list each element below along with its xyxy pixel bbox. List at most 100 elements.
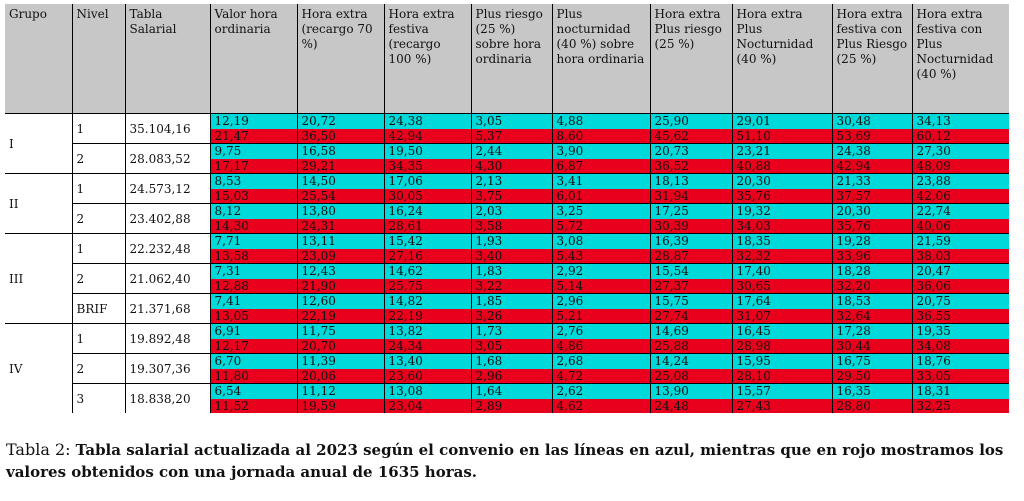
value-cell: 13,11 xyxy=(297,233,385,249)
value-cell: 3,26 xyxy=(471,309,553,324)
group-cell: IV xyxy=(5,323,73,413)
value-cell: 17,06 xyxy=(384,173,472,189)
value-cell: 2,68 xyxy=(552,353,651,369)
value-cell: 11,12 xyxy=(297,383,385,399)
value-cell: 16,45 xyxy=(732,323,833,339)
value-cell: 38,03 xyxy=(912,249,1009,264)
value-cell: 7,31 xyxy=(210,263,298,279)
value-cell: 23,09 xyxy=(297,249,385,264)
value-cell: 40,88 xyxy=(732,159,833,174)
value-cell: 2,96 xyxy=(552,293,651,309)
value-cell: 60,12 xyxy=(912,129,1009,144)
value-cell: 3,22 xyxy=(471,279,553,294)
value-cell: 42,94 xyxy=(832,159,913,174)
table-row-blue: II 1 24.573,12 8,53 14,50 17,06 2,13 3,41 18,13 2… xyxy=(5,173,1009,234)
value-cell: 34,35 xyxy=(384,159,472,174)
value-cell: 34,08 xyxy=(912,339,1009,354)
value-cell: 23,88 xyxy=(912,173,1009,189)
value-cell: 4,88 xyxy=(552,113,651,129)
value-cell: 15,03 xyxy=(210,189,298,204)
value-cell: 19,32 xyxy=(732,203,833,219)
value-cell: 24,38 xyxy=(384,113,472,129)
value-cell: 4,86 xyxy=(552,339,651,354)
value-cell: 8,60 xyxy=(552,129,651,144)
table-row-blue: 3 18.838,20 6,54 11,12 13,08 1,64 2,62 13,90 15,… xyxy=(5,383,1009,413)
value-cell: 30,39 xyxy=(650,219,733,234)
caption-text: Tabla salarial actualizada al 2023 según… xyxy=(6,441,1004,481)
value-cell: 15,57 xyxy=(732,383,833,399)
value-cell: 32,32 xyxy=(732,249,833,264)
value-cell: 36,06 xyxy=(912,279,1009,294)
value-cell: 16,39 xyxy=(650,233,733,249)
group-cell: I xyxy=(5,113,73,174)
value-cell: 2,96 xyxy=(471,369,553,384)
level-cell: 2 xyxy=(72,143,126,174)
value-cell: 29,21 xyxy=(297,159,385,174)
value-cell: 23,21 xyxy=(732,143,833,159)
table-row-blue: 2 19.307,36 6,70 11,39 13,40 1,68 2,68 14,24 15,… xyxy=(5,353,1009,384)
value-cell: 17,64 xyxy=(732,293,833,309)
value-cell: 37,57 xyxy=(832,189,913,204)
caption-label: Tabla 2: xyxy=(6,440,71,459)
value-cell: 28,80 xyxy=(832,399,913,413)
table-row-red: 13,58 23,09 27,16 3,40 5,43 28,87 32,32 33,96 38… xyxy=(5,249,1009,264)
value-cell: 14,50 xyxy=(297,173,385,189)
column-header: Grupo xyxy=(5,4,73,114)
value-cell: 14,82 xyxy=(384,293,472,309)
value-cell: 18,76 xyxy=(912,353,1009,369)
column-header: Hora extra festiva con Plus Nocturnidad … xyxy=(912,4,1009,114)
value-cell: 9,75 xyxy=(210,143,298,159)
value-cell: 11,39 xyxy=(297,353,385,369)
value-cell: 12,19 xyxy=(210,113,298,129)
table-row-blue: IV 1 19.892,48 6,91 11,75 13,82 1,73 2,76 14,69 1… xyxy=(5,323,1009,413)
value-cell: 16,35 xyxy=(832,383,913,399)
value-cell: 11,52 xyxy=(210,399,298,413)
value-cell: 20,70 xyxy=(297,339,385,354)
value-cell: 16,75 xyxy=(832,353,913,369)
value-cell: 33,05 xyxy=(912,369,1009,384)
level-cell: 1 xyxy=(72,233,126,264)
level-cell: BRIF xyxy=(72,293,126,324)
table-row-red: 11,52 19,59 23,04 2,89 4,62 24,48 27,43 28,80 32… xyxy=(5,399,1009,413)
value-cell: 5,43 xyxy=(552,249,651,264)
value-cell: 2,89 xyxy=(471,399,553,413)
salary-cell: 19.892,48 xyxy=(125,323,211,354)
value-cell: 4,30 xyxy=(471,159,553,174)
value-cell: 2,62 xyxy=(552,383,651,399)
value-cell: 22,74 xyxy=(912,203,1009,219)
salary-cell: 24.573,12 xyxy=(125,173,211,204)
value-cell: 2,13 xyxy=(471,173,553,189)
level-cell: 2 xyxy=(72,263,126,294)
column-header: Tabla Salarial xyxy=(125,4,211,114)
value-cell: 15,54 xyxy=(650,263,733,279)
value-cell: 21,33 xyxy=(832,173,913,189)
value-cell: 13,08 xyxy=(384,383,472,399)
level-cell: 1 xyxy=(72,113,126,144)
group-cell: III xyxy=(5,233,73,324)
value-cell: 20,06 xyxy=(297,369,385,384)
value-cell: 19,50 xyxy=(384,143,472,159)
salary-table: Grupo Nivel Tabla Salarial Valor hora or… xyxy=(5,4,1009,413)
column-header: Hora extra Plus riesgo (25 %) xyxy=(650,4,733,114)
value-cell: 20,75 xyxy=(912,293,1009,309)
value-cell: 20,73 xyxy=(650,143,733,159)
value-cell: 27,74 xyxy=(650,309,733,324)
table-header-row: Grupo Nivel Tabla Salarial Valor hora or… xyxy=(5,4,1009,114)
value-cell: 3,75 xyxy=(471,189,553,204)
column-header: Plus riesgo (25 %) sobre hora ordinaria xyxy=(471,4,553,114)
value-cell: 28,10 xyxy=(732,369,833,384)
value-cell: 30,44 xyxy=(832,339,913,354)
value-cell: 3,40 xyxy=(471,249,553,264)
value-cell: 24,48 xyxy=(650,399,733,413)
value-cell: 19,35 xyxy=(912,323,1009,339)
salary-cell: 18.838,20 xyxy=(125,383,211,413)
value-cell: 3,58 xyxy=(471,219,553,234)
value-cell: 13,58 xyxy=(210,249,298,264)
value-cell: 1,68 xyxy=(471,353,553,369)
value-cell: 6,70 xyxy=(210,353,298,369)
value-cell: 40,06 xyxy=(912,219,1009,234)
value-cell: 12,88 xyxy=(210,279,298,294)
value-cell: 5,21 xyxy=(552,309,651,324)
level-cell: 1 xyxy=(72,323,126,354)
value-cell: 28,87 xyxy=(650,249,733,264)
